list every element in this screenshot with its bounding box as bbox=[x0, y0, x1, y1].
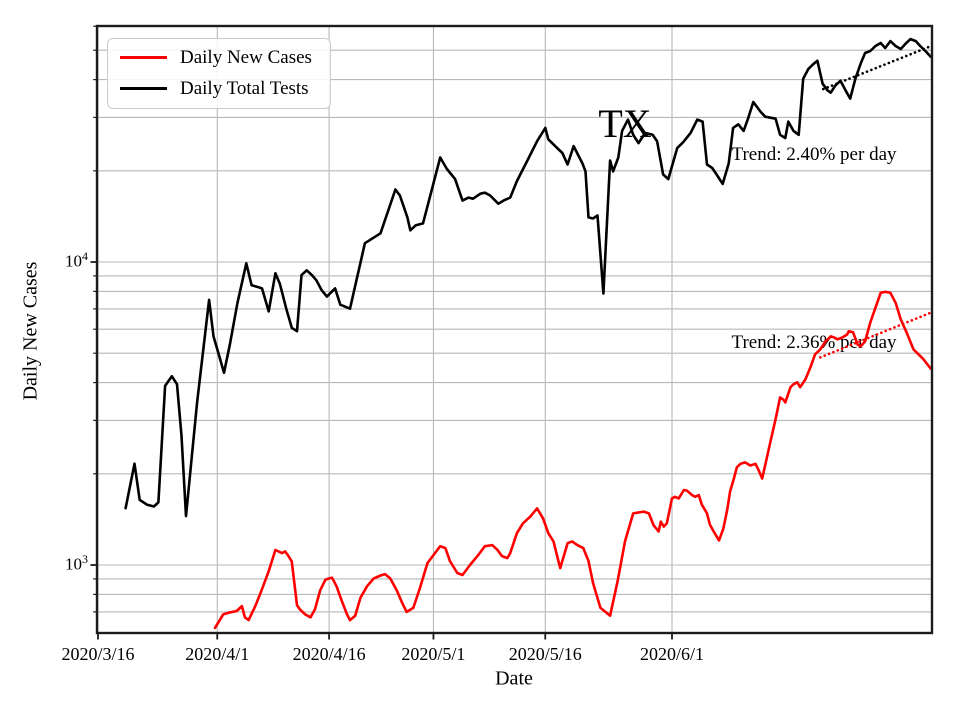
plot-frame bbox=[95, 24, 934, 635]
x-tick-label: 2020/4/16 bbox=[292, 644, 366, 664]
black-line-swatch bbox=[120, 87, 167, 91]
x-tick-label: 2020/5/16 bbox=[508, 644, 582, 664]
trend-dotted-line-tests bbox=[821, 44, 933, 91]
series-line-cases bbox=[213, 290, 933, 630]
axis-ticks bbox=[90, 25, 673, 640]
gridlines bbox=[97, 25, 932, 633]
y-axis-label: Daily New Cases bbox=[19, 261, 42, 401]
trend-dotted-line-cases bbox=[818, 311, 933, 359]
legend-label-tests: Daily Total Tests bbox=[180, 77, 309, 99]
legend-label-cases: Daily New Cases bbox=[180, 47, 312, 68]
x-tick-label: 2020/4/1 bbox=[185, 644, 250, 664]
legend-item-tests: Daily Total Tests bbox=[120, 77, 318, 99]
y-tick-label: 103 bbox=[65, 552, 88, 574]
y-tick-label: 104 bbox=[65, 249, 88, 271]
legend: Daily New Cases Daily Total Tests bbox=[107, 38, 331, 109]
x-tick-label: 2020/5/1 bbox=[401, 644, 466, 664]
legend-item-cases: Daily New Cases bbox=[120, 48, 318, 68]
x-tick-label: 2020/6/1 bbox=[639, 644, 704, 664]
red-line-swatch bbox=[120, 56, 167, 60]
series-line-tests bbox=[124, 37, 933, 518]
x-axis-label: Date bbox=[495, 667, 533, 690]
tests-trend-annotation: Trend: 2.40% per day bbox=[732, 144, 897, 165]
x-tick-label: 2020/3/16 bbox=[61, 644, 135, 664]
